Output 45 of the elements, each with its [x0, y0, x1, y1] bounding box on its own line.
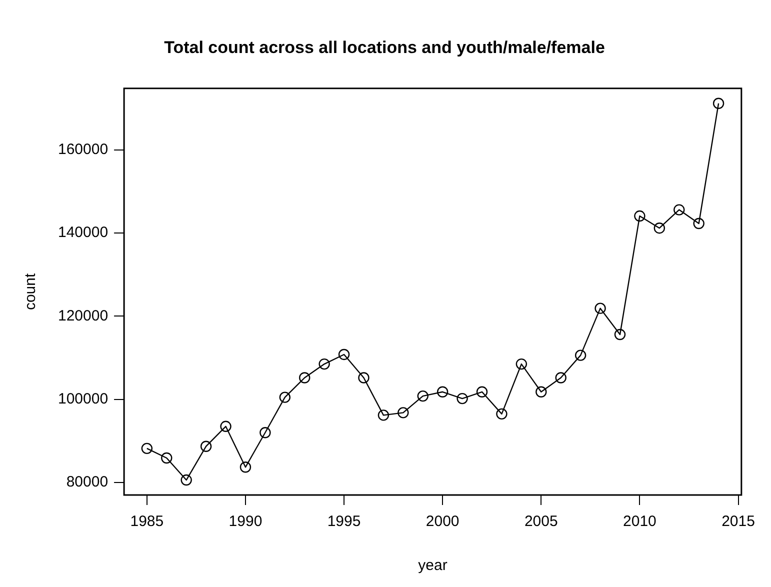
- point: [476, 386, 488, 398]
- point: [712, 98, 724, 109]
- y-axis-title: count: [22, 272, 40, 310]
- point: [141, 442, 153, 454]
- x-tick-label: 1985: [130, 513, 164, 530]
- point: [200, 440, 212, 452]
- point: [574, 350, 586, 361]
- point: [693, 218, 704, 230]
- point: [279, 392, 290, 403]
- x-tick-label: 2015: [722, 513, 755, 530]
- x-tick-label: 1995: [327, 513, 361, 530]
- point: [496, 408, 508, 420]
- x-tick-label: 2000: [426, 513, 460, 530]
- point: [260, 427, 271, 438]
- chart-title: Total count across all locations and youth/male/female: [164, 38, 605, 57]
- point: [516, 358, 528, 370]
- point: [180, 474, 192, 486]
- x-tick-label: 1990: [228, 513, 262, 530]
- x-tick-label: 2010: [623, 513, 656, 530]
- point: [654, 222, 666, 234]
- y-tick-label: 140000: [58, 224, 108, 242]
- point: [417, 390, 428, 402]
- point: [358, 372, 370, 384]
- x-axis-title: year: [418, 557, 448, 574]
- point: [555, 372, 566, 384]
- point: [318, 358, 330, 370]
- point: [378, 410, 390, 421]
- point: [240, 462, 252, 473]
- x-tick-label: 2005: [524, 513, 558, 530]
- y-tick-label: 120000: [58, 307, 108, 324]
- y-tick-label: 160000: [58, 141, 108, 158]
- point: [436, 386, 448, 398]
- point: [536, 386, 547, 398]
- point: [634, 210, 646, 222]
- point: [674, 204, 685, 216]
- point: [398, 407, 409, 418]
- point: [614, 328, 626, 340]
- point: [220, 420, 232, 432]
- point: [299, 372, 310, 384]
- point: [594, 302, 606, 314]
- y-tick-label: 80000: [66, 474, 108, 491]
- point: [161, 452, 172, 464]
- y-tick-label: 100000: [58, 390, 108, 408]
- point: [456, 392, 468, 404]
- point: [338, 348, 350, 360]
